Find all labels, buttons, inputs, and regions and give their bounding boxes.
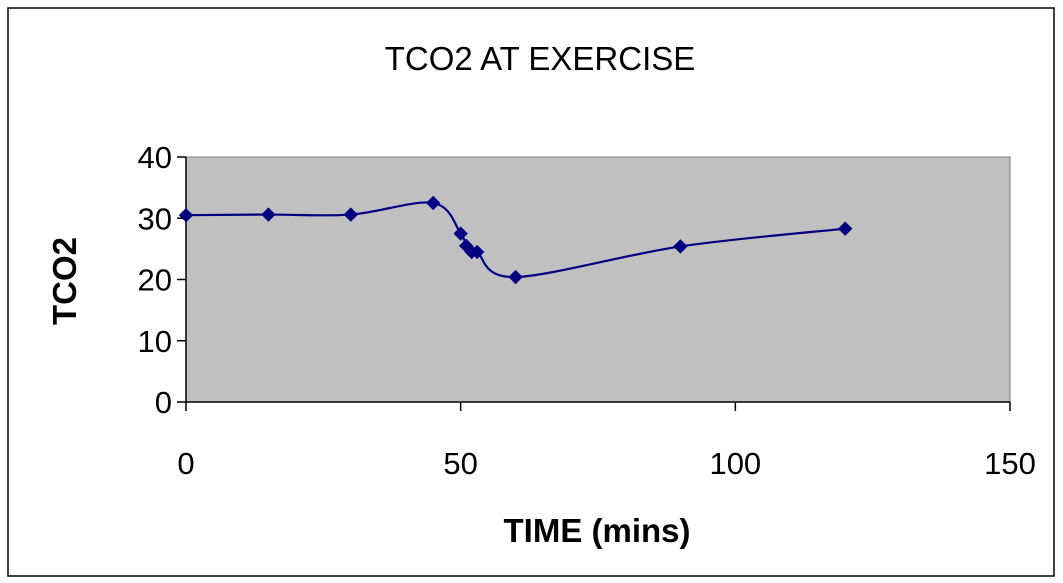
series-layer bbox=[178, 195, 853, 285]
y-axis: 0 10 20 30 40 bbox=[138, 140, 187, 420]
y-tick-label: 20 bbox=[138, 263, 172, 298]
data-point-marker bbox=[343, 207, 359, 222]
data-point-marker bbox=[508, 269, 523, 285]
chart-title: TCO2 AT EXERCISE bbox=[385, 40, 696, 77]
data-point-marker bbox=[453, 226, 468, 241]
y-tick-label: 40 bbox=[138, 140, 172, 175]
x-axis: 0 50 100 150 bbox=[177, 401, 1036, 481]
plot-area bbox=[185, 156, 1011, 403]
data-point-marker bbox=[178, 207, 194, 223]
x-tick-label: 0 bbox=[177, 446, 194, 481]
x-tick-label: 100 bbox=[709, 446, 761, 481]
y-axis-label: TCO2 bbox=[46, 237, 83, 325]
x-axis-label: TIME (mins) bbox=[504, 512, 691, 549]
x-tick-label: 50 bbox=[443, 446, 477, 481]
x-tick-label: 150 bbox=[984, 446, 1036, 481]
data-point-marker bbox=[837, 221, 853, 236]
data-point-marker bbox=[261, 207, 276, 222]
data-point-marker bbox=[469, 244, 485, 260]
y-tick-label: 0 bbox=[155, 385, 172, 420]
data-point-marker bbox=[425, 195, 441, 211]
data-point-marker bbox=[673, 239, 688, 254]
y-tick-label: 30 bbox=[138, 201, 172, 236]
y-tick-label: 10 bbox=[138, 324, 172, 359]
